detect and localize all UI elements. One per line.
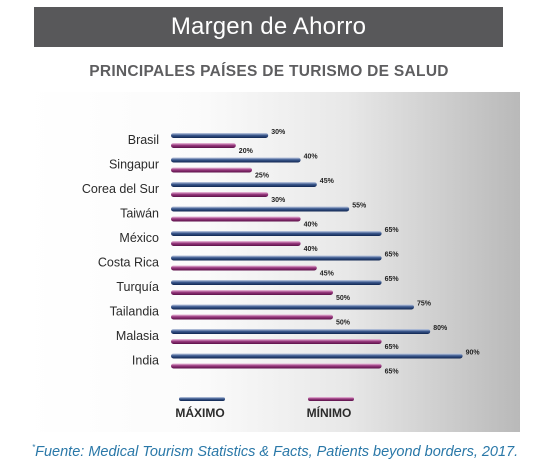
bar-max-2 xyxy=(171,182,317,187)
bar-max-9 xyxy=(171,353,463,359)
bar-max-7 xyxy=(171,304,414,310)
footnote: *Fuente: Medical Tourism Statistics & Fa… xyxy=(32,443,532,460)
category-label: Malasia xyxy=(116,329,159,343)
footnote-text: Fuente: Medical Tourism Statistics & Fac… xyxy=(35,443,519,460)
label-min-3: 40% xyxy=(304,222,319,229)
bar-max-1 xyxy=(171,157,301,163)
bar-min-2 xyxy=(171,192,269,197)
label-min-6: 50% xyxy=(336,295,351,302)
category-label: Taiwán xyxy=(120,207,159,221)
label-min-2: 30% xyxy=(271,197,286,204)
category-label: Corea del Sur xyxy=(82,182,159,196)
bar-chart: Brasil 30% 20% Singapur 40% 25% Corea del Sur 4… xyxy=(82,129,481,420)
label-min-0: 20% xyxy=(239,148,254,155)
bar-max-4 xyxy=(171,231,382,236)
legend-label-min: MÍNIMO xyxy=(307,405,352,420)
bar-max-5 xyxy=(171,255,382,261)
legend-label-max: MÁXIMO xyxy=(175,405,224,420)
label-max-9: 90% xyxy=(466,350,481,357)
label-min-1: 25% xyxy=(255,173,270,180)
label-max-3: 55% xyxy=(352,203,367,210)
bar-min-6 xyxy=(171,290,333,295)
bar-min-5 xyxy=(171,265,317,271)
label-min-5: 45% xyxy=(320,271,335,278)
bar-min-9 xyxy=(171,363,382,369)
label-min-9: 65% xyxy=(385,369,400,376)
category-label: India xyxy=(132,354,159,368)
label-max-5: 65% xyxy=(385,252,400,259)
category-label: Tailandia xyxy=(110,305,159,319)
label-max-2: 45% xyxy=(320,178,335,185)
label-max-8: 80% xyxy=(433,325,448,332)
category-label: México xyxy=(119,231,159,245)
legend-swatch-min xyxy=(308,397,354,401)
bar-min-8 xyxy=(171,339,382,344)
label-max-6: 65% xyxy=(385,276,400,283)
bar-max-3 xyxy=(171,206,350,212)
chart-panel: Brasil 30% 20% Singapur 40% 25% Corea del Sur 4… xyxy=(24,92,520,432)
bar-min-1 xyxy=(171,167,252,173)
legend-swatch-max xyxy=(179,397,225,401)
bar-max-8 xyxy=(171,329,431,334)
label-min-4: 40% xyxy=(304,246,319,253)
category-label: Brasil xyxy=(128,133,159,147)
label-min-7: 50% xyxy=(336,320,351,327)
bar-min-7 xyxy=(171,314,333,320)
label-min-8: 65% xyxy=(385,344,400,351)
category-label: Turquía xyxy=(116,280,159,294)
chart-title: PRINCIPALES PAÍSES DE TURISMO DE SALUD xyxy=(89,63,449,80)
bar-min-0 xyxy=(171,143,236,148)
label-max-7: 75% xyxy=(417,301,432,308)
label-max-4: 65% xyxy=(385,227,400,234)
category-label: Singapur xyxy=(109,158,159,172)
bar-min-4 xyxy=(171,241,301,246)
bar-max-0 xyxy=(171,133,269,138)
title-bar: Margen de Ahorro xyxy=(34,7,503,47)
footnote-marker: * xyxy=(32,443,36,452)
category-label: Costa Rica xyxy=(98,256,159,270)
bar-max-6 xyxy=(171,280,382,285)
page-title: Margen de Ahorro xyxy=(170,13,367,40)
bar-min-3 xyxy=(171,216,301,222)
label-max-1: 40% xyxy=(304,154,319,161)
label-max-0: 30% xyxy=(271,129,286,136)
